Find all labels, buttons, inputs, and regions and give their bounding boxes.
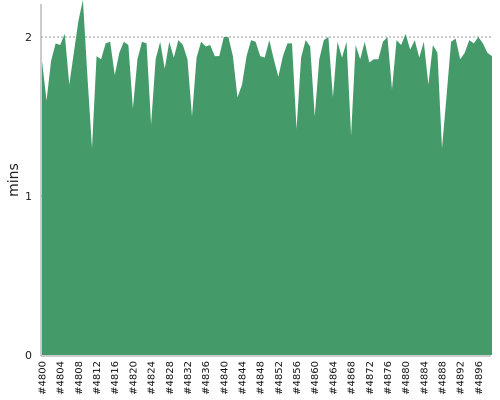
x-tick-label-4892: #4892 xyxy=(456,361,467,395)
x-tick-label-4864: #4864 xyxy=(328,361,339,395)
x-tick-label-4844: #4844 xyxy=(238,361,249,395)
x-tick-label-4816: #4816 xyxy=(110,361,121,395)
x-tick-label-4888: #4888 xyxy=(438,361,449,395)
y-tick-label-2: 2 xyxy=(25,31,32,44)
x-tick-label-4876: #4876 xyxy=(383,361,394,395)
x-tick-labels: #4800 #4804 #4808 #4812 #4816 #4820 #4824 #4828… xyxy=(38,361,485,395)
x-tick-label-4828: #4828 xyxy=(165,361,176,395)
x-tick-label-4848: #4848 xyxy=(256,361,267,395)
x-tick-label-4808: #4808 xyxy=(74,361,85,395)
x-tick-label-4852: #4852 xyxy=(274,361,285,395)
x-tick-label-4800: #4800 xyxy=(38,361,49,395)
x-tick-label-4832: #4832 xyxy=(183,361,194,395)
y-tick-label-0: 0 xyxy=(25,349,32,362)
x-tick-label-4872: #4872 xyxy=(365,361,376,395)
x-tick-label-4884: #4884 xyxy=(419,361,430,395)
y-axis-label: mins xyxy=(6,163,22,197)
x-tick-label-4880: #4880 xyxy=(401,361,412,395)
x-tick-label-4836: #4836 xyxy=(201,361,212,395)
x-tick-label-4812: #4812 xyxy=(92,361,103,395)
x-tick-label-4868: #4868 xyxy=(347,361,358,395)
y-tick-label-1: 1 xyxy=(25,190,32,203)
x-tick-label-4824: #4824 xyxy=(147,361,158,395)
x-tick-label-4860: #4860 xyxy=(310,361,321,395)
x-tick-label-4840: #4840 xyxy=(219,361,230,395)
x-tick-label-4896: #4896 xyxy=(474,361,485,395)
x-tick-label-4820: #4820 xyxy=(128,361,139,395)
y-tick-labels: 0 1 2 xyxy=(25,31,32,362)
x-tick-label-4804: #4804 xyxy=(56,361,67,395)
x-tick-label-4856: #4856 xyxy=(292,361,303,395)
series-area xyxy=(42,0,492,355)
